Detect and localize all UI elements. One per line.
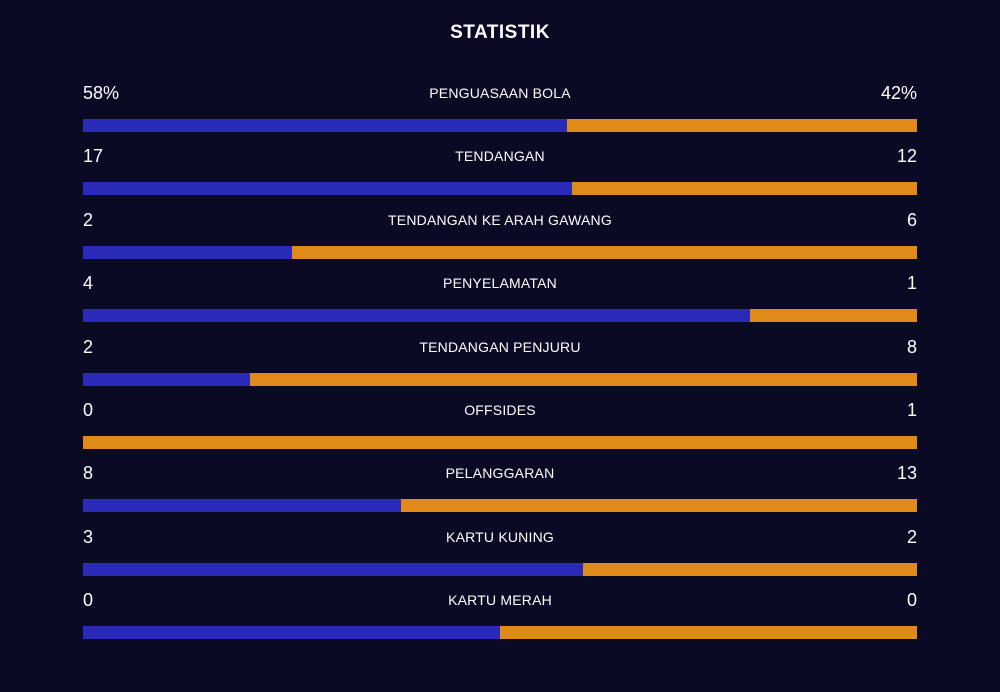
stat-bar: [83, 182, 917, 196]
away-value: 1: [906, 273, 917, 294]
home-bar-fill: [83, 245, 292, 259]
stat-label: PENYELAMATAN: [443, 275, 557, 292]
stat-bar: [83, 499, 917, 513]
away-value: 42%: [880, 83, 917, 103]
home-bar-fill: [83, 562, 584, 576]
away-value: 8: [906, 336, 917, 357]
stat-row-shots: 17 TENDANGAN 12: [83, 141, 917, 204]
stat-row-yellow-cards: 3 KARTU KUNING 2: [83, 522, 917, 585]
stat-row-shots-on-target: 2 TENDANGAN KE ARAH GAWANG 6: [83, 205, 917, 268]
away-value: 0: [906, 590, 917, 611]
home-value: 17: [83, 146, 104, 167]
away-bar-fill: [291, 245, 917, 259]
stat-label: KARTU KUNING: [446, 528, 554, 545]
stat-bar: [83, 119, 917, 132]
stat-bar: [83, 309, 917, 323]
home-bar-fill: [83, 626, 500, 640]
stat-row-ball-possession: 58% PENGUASAAN BOLA 42%: [83, 78, 917, 141]
stat-label: KARTU MERAH: [448, 592, 552, 609]
stat-row-fouls: 8 PELANGGARAN 13: [83, 458, 917, 521]
stat-row-red-cards: 0 KARTU MERAH 0: [83, 585, 917, 648]
stat-label: TENDANGAN: [455, 148, 545, 165]
stat-row-offsides: 0 OFFSIDES 1: [83, 395, 917, 458]
home-value: 2: [83, 336, 94, 357]
stats-list: 58% PENGUASAAN BOLA 42% 17 TENDANGAN 12: [83, 78, 917, 649]
home-value: 4: [83, 273, 94, 294]
home-bar-fill: [83, 309, 751, 323]
home-value: 3: [83, 526, 94, 547]
home-bar-fill: [83, 499, 401, 513]
away-bar-fill: [566, 119, 917, 132]
stat-label: OFFSIDES: [464, 401, 536, 418]
stat-bar: [83, 245, 917, 259]
home-bar-fill: [83, 182, 572, 196]
page-title: STATISTIK: [450, 22, 550, 43]
away-value: 6: [906, 209, 917, 230]
stat-bar: [83, 626, 917, 640]
stat-label: TENDANGAN KE ARAH GAWANG: [388, 211, 612, 228]
home-value: 0: [83, 399, 94, 420]
stat-row-corners: 2 TENDANGAN PENJURU 8: [83, 332, 917, 395]
home-value: 58%: [83, 83, 120, 103]
stat-bar: [83, 562, 917, 576]
away-value: 2: [906, 526, 917, 547]
stat-label: TENDANGAN PENJURU: [419, 338, 581, 355]
away-value: 1: [906, 399, 917, 420]
stat-bar: [83, 435, 917, 449]
home-value: 8: [83, 463, 94, 484]
away-bar-fill: [571, 182, 917, 196]
stat-row-saves: 4 PENYELAMATAN 1: [83, 268, 917, 331]
away-bar-fill: [750, 309, 917, 323]
stat-label: PELANGGARAN: [445, 465, 555, 482]
away-bar-fill: [83, 435, 917, 449]
home-value: 0: [83, 590, 94, 611]
away-value: 13: [896, 463, 917, 484]
home-bar-fill: [83, 119, 567, 132]
away-bar-fill: [249, 372, 917, 386]
away-value: 12: [896, 146, 917, 167]
away-bar-fill: [500, 626, 917, 640]
stat-label: PENGUASAAN BOLA: [429, 85, 571, 101]
away-bar-fill: [400, 499, 917, 513]
away-bar-fill: [583, 562, 917, 576]
home-bar-fill: [83, 372, 250, 386]
home-value: 2: [83, 209, 94, 230]
stat-bar: [83, 372, 917, 386]
